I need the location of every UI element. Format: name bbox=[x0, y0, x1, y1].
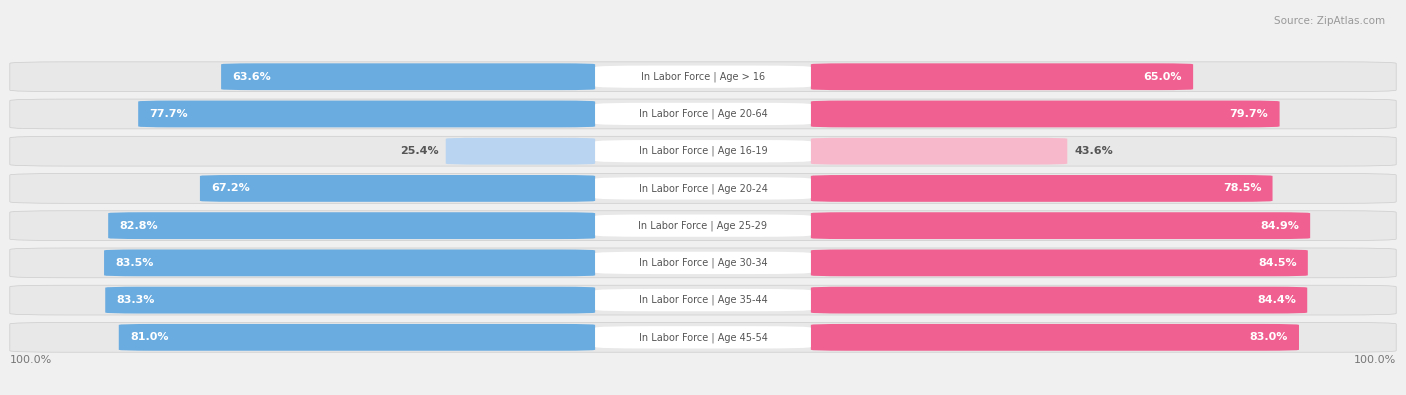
FancyBboxPatch shape bbox=[595, 252, 811, 274]
FancyBboxPatch shape bbox=[118, 324, 595, 351]
Text: 84.4%: 84.4% bbox=[1257, 295, 1296, 305]
Text: 83.3%: 83.3% bbox=[117, 295, 155, 305]
FancyBboxPatch shape bbox=[811, 324, 1299, 351]
Text: Source: ZipAtlas.com: Source: ZipAtlas.com bbox=[1274, 16, 1385, 26]
FancyBboxPatch shape bbox=[10, 99, 1396, 129]
FancyBboxPatch shape bbox=[811, 175, 1272, 202]
FancyBboxPatch shape bbox=[446, 138, 595, 165]
Text: 63.6%: 63.6% bbox=[232, 72, 271, 82]
FancyBboxPatch shape bbox=[105, 287, 595, 314]
FancyBboxPatch shape bbox=[595, 140, 811, 162]
Text: 83.5%: 83.5% bbox=[115, 258, 153, 268]
Text: In Labor Force | Age 45-54: In Labor Force | Age 45-54 bbox=[638, 332, 768, 342]
FancyBboxPatch shape bbox=[595, 326, 811, 348]
Text: 100.0%: 100.0% bbox=[10, 356, 52, 365]
Text: In Labor Force | Age 25-29: In Labor Force | Age 25-29 bbox=[638, 220, 768, 231]
Text: 67.2%: 67.2% bbox=[211, 183, 250, 194]
Text: In Labor Force | Age 20-64: In Labor Force | Age 20-64 bbox=[638, 109, 768, 119]
FancyBboxPatch shape bbox=[104, 250, 595, 276]
FancyBboxPatch shape bbox=[10, 211, 1396, 241]
FancyBboxPatch shape bbox=[108, 212, 595, 239]
FancyBboxPatch shape bbox=[595, 177, 811, 199]
Text: In Labor Force | Age > 16: In Labor Force | Age > 16 bbox=[641, 71, 765, 82]
Text: 84.5%: 84.5% bbox=[1258, 258, 1296, 268]
Text: 100.0%: 100.0% bbox=[1354, 356, 1396, 365]
FancyBboxPatch shape bbox=[10, 136, 1396, 166]
FancyBboxPatch shape bbox=[10, 62, 1396, 92]
Text: 83.0%: 83.0% bbox=[1250, 332, 1288, 342]
FancyBboxPatch shape bbox=[138, 101, 595, 127]
FancyBboxPatch shape bbox=[595, 289, 811, 311]
FancyBboxPatch shape bbox=[811, 212, 1310, 239]
Text: 81.0%: 81.0% bbox=[129, 332, 169, 342]
Text: In Labor Force | Age 35-44: In Labor Force | Age 35-44 bbox=[638, 295, 768, 305]
FancyBboxPatch shape bbox=[811, 250, 1308, 276]
Text: 77.7%: 77.7% bbox=[149, 109, 188, 119]
Text: 25.4%: 25.4% bbox=[401, 146, 439, 156]
FancyBboxPatch shape bbox=[10, 322, 1396, 352]
Text: In Labor Force | Age 30-34: In Labor Force | Age 30-34 bbox=[638, 258, 768, 268]
FancyBboxPatch shape bbox=[595, 66, 811, 88]
FancyBboxPatch shape bbox=[811, 287, 1308, 314]
Text: In Labor Force | Age 20-24: In Labor Force | Age 20-24 bbox=[638, 183, 768, 194]
Text: 84.9%: 84.9% bbox=[1260, 221, 1299, 231]
FancyBboxPatch shape bbox=[811, 138, 1067, 165]
FancyBboxPatch shape bbox=[200, 175, 595, 202]
FancyBboxPatch shape bbox=[10, 248, 1396, 278]
FancyBboxPatch shape bbox=[221, 63, 595, 90]
FancyBboxPatch shape bbox=[811, 63, 1194, 90]
Text: 78.5%: 78.5% bbox=[1223, 183, 1261, 194]
FancyBboxPatch shape bbox=[10, 173, 1396, 203]
Text: 82.8%: 82.8% bbox=[120, 221, 157, 231]
FancyBboxPatch shape bbox=[595, 214, 811, 237]
FancyBboxPatch shape bbox=[10, 285, 1396, 315]
FancyBboxPatch shape bbox=[811, 101, 1279, 127]
Text: 79.7%: 79.7% bbox=[1230, 109, 1268, 119]
Text: 43.6%: 43.6% bbox=[1074, 146, 1114, 156]
Text: In Labor Force | Age 16-19: In Labor Force | Age 16-19 bbox=[638, 146, 768, 156]
FancyBboxPatch shape bbox=[595, 103, 811, 125]
Text: 65.0%: 65.0% bbox=[1143, 72, 1182, 82]
